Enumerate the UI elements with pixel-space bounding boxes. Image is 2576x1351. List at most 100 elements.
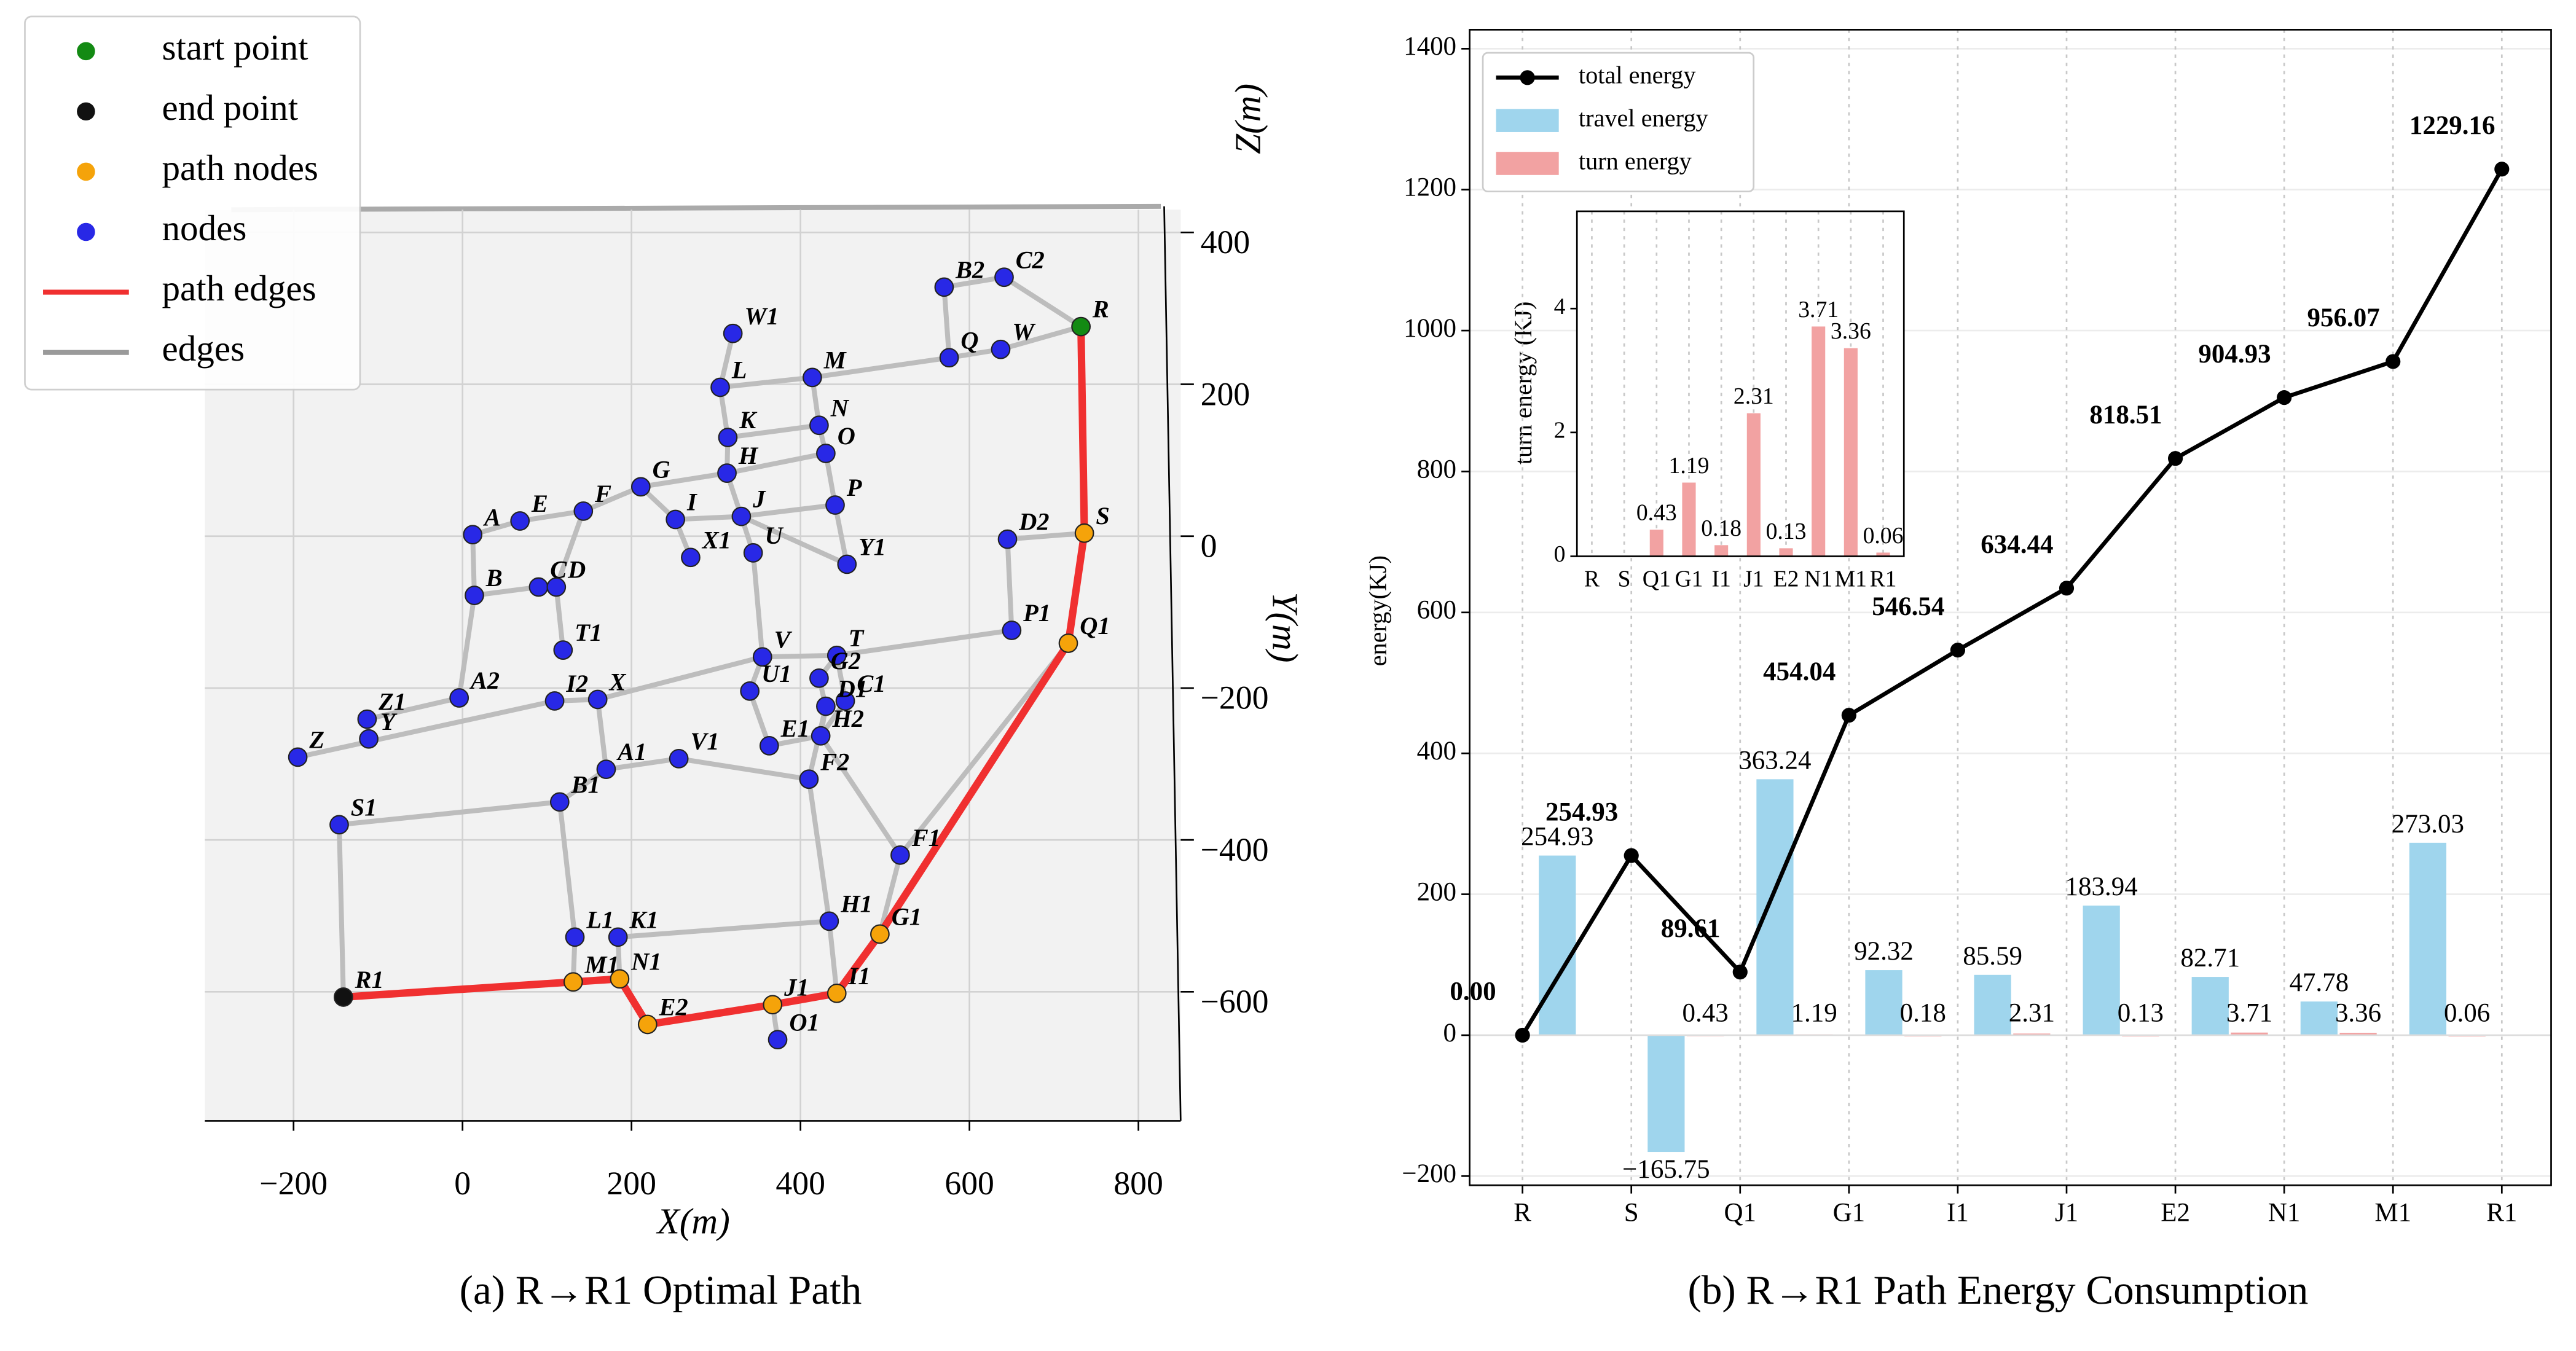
edge bbox=[1002, 275, 1083, 329]
x-tick-label: −200 bbox=[259, 1165, 328, 1202]
path-edge bbox=[1064, 529, 1088, 648]
edge bbox=[812, 355, 950, 380]
value-label: 0.06 bbox=[2444, 999, 2490, 1028]
edge bbox=[678, 756, 810, 782]
node-label: R bbox=[1092, 296, 1109, 323]
edge bbox=[806, 778, 832, 922]
legend-label: path nodes bbox=[162, 147, 318, 188]
total-point bbox=[2059, 581, 2075, 596]
node bbox=[803, 367, 822, 388]
legend-swatch bbox=[1496, 152, 1559, 175]
node-label: J bbox=[752, 485, 766, 513]
node bbox=[811, 726, 831, 746]
path-edge bbox=[769, 989, 841, 1009]
value-label: 1229.16 bbox=[2409, 111, 2496, 140]
value-label: 3.36 bbox=[2335, 999, 2381, 1028]
legend-swatch bbox=[1496, 109, 1559, 132]
value-label: 818.51 bbox=[2089, 401, 2162, 429]
edge bbox=[1000, 324, 1082, 352]
node bbox=[997, 529, 1018, 549]
node bbox=[717, 463, 737, 483]
value-label: 0.13 bbox=[2118, 999, 2164, 1028]
value-label: 904.93 bbox=[2198, 340, 2271, 369]
node bbox=[528, 577, 549, 597]
value-label: 82.71 bbox=[2180, 944, 2240, 973]
value-label: 47.78 bbox=[2289, 968, 2349, 997]
node-label: G2 bbox=[831, 647, 861, 675]
edge bbox=[726, 451, 827, 476]
node-label: H1 bbox=[840, 890, 873, 917]
edge bbox=[898, 641, 1070, 857]
total-point bbox=[2167, 451, 2183, 466]
node-label: R1 bbox=[355, 966, 384, 993]
node-label: X bbox=[608, 668, 626, 696]
value-label: 0.18 bbox=[1900, 999, 1946, 1028]
edge bbox=[557, 801, 578, 938]
node bbox=[596, 759, 616, 780]
edge bbox=[827, 920, 839, 994]
edge bbox=[640, 471, 728, 490]
node-label: U bbox=[764, 522, 783, 549]
node-label: D1 bbox=[837, 675, 868, 703]
inset-bar bbox=[1746, 413, 1761, 557]
inset-x-tick-label: Q1 bbox=[1643, 566, 1671, 592]
path-edge bbox=[339, 978, 577, 1001]
node bbox=[565, 927, 585, 947]
value-label: 0.43 bbox=[1682, 999, 1728, 1028]
node bbox=[890, 845, 910, 865]
node bbox=[573, 501, 594, 521]
legend-label: total energy bbox=[1579, 61, 1696, 89]
node-label: L bbox=[731, 356, 747, 384]
edge bbox=[554, 587, 566, 651]
total-point bbox=[1950, 643, 1966, 658]
node-label: C2 bbox=[1016, 246, 1045, 273]
inset-bar bbox=[1714, 545, 1729, 557]
node-label: T bbox=[849, 624, 865, 652]
edge bbox=[297, 698, 556, 760]
total-point bbox=[1841, 708, 1856, 723]
node bbox=[637, 1014, 658, 1035]
value-label: 1.19 bbox=[1669, 453, 1710, 479]
y-tick-label: −400 bbox=[1201, 831, 1269, 868]
node bbox=[939, 348, 959, 368]
node-label: D2 bbox=[1018, 508, 1049, 536]
y-tick-label: 400 bbox=[1201, 224, 1251, 260]
value-label: 89.61 bbox=[1661, 914, 1721, 943]
node-label: N bbox=[830, 394, 850, 421]
edge bbox=[1007, 530, 1085, 542]
value-label: 0.13 bbox=[1766, 519, 1807, 544]
edge bbox=[941, 287, 952, 358]
node-label: E bbox=[531, 490, 548, 517]
edge bbox=[554, 510, 586, 588]
node bbox=[934, 277, 954, 297]
node-label: W bbox=[1012, 318, 1036, 346]
node-label: I bbox=[686, 488, 697, 516]
node bbox=[669, 749, 689, 769]
x-tick-label: 400 bbox=[776, 1165, 825, 1202]
node bbox=[835, 691, 855, 711]
node bbox=[549, 792, 570, 812]
y-tick-label: 600 bbox=[1417, 596, 1456, 625]
node-label: K1 bbox=[629, 906, 658, 933]
node bbox=[763, 995, 783, 1015]
node bbox=[991, 339, 1011, 359]
node bbox=[827, 983, 847, 1003]
edge bbox=[819, 734, 903, 857]
node bbox=[463, 525, 483, 545]
bar bbox=[2231, 1032, 2268, 1035]
path-edge bbox=[1077, 323, 1088, 537]
caption: (b) R→R1 Path Energy Consumption bbox=[1687, 1267, 2308, 1313]
legend-label: travel energy bbox=[1579, 104, 1708, 131]
inset-y-axis-label: turn energy (KJ) bbox=[1509, 302, 1537, 465]
node-label: L1 bbox=[586, 906, 614, 933]
y-tick-label: 1200 bbox=[1404, 173, 1456, 202]
node bbox=[740, 681, 760, 701]
edge bbox=[618, 918, 830, 940]
y-tick-label: 0 bbox=[1443, 1019, 1457, 1048]
node-label: H bbox=[738, 442, 759, 469]
legend-label: turn energy bbox=[1579, 147, 1692, 174]
node-label: Q bbox=[960, 326, 978, 354]
node bbox=[329, 815, 349, 835]
x-tick-label: S bbox=[1624, 1198, 1639, 1227]
node-label: A2 bbox=[469, 667, 500, 694]
